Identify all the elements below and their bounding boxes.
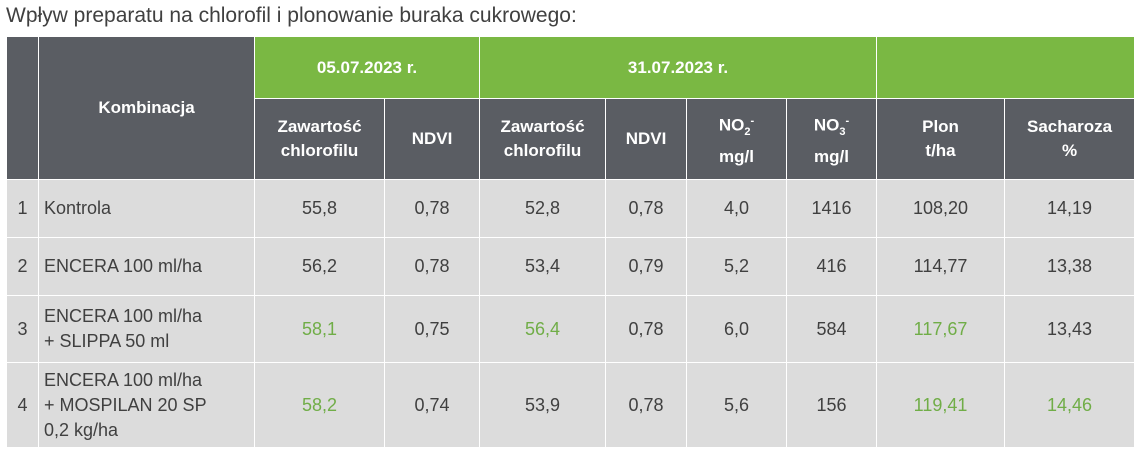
header-yield: Plon t/ha <box>876 98 1006 180</box>
header-no3-sup: - <box>845 115 850 128</box>
header-chlorophyll-line1: Zawartość <box>277 117 362 136</box>
cell-chlorophyll-1: 56,2 <box>254 237 385 296</box>
header-no2-sup: - <box>750 115 755 128</box>
table-row: 2 ENCERA 100 ml/ha 56,2 0,78 53,4 0,79 5… <box>6 237 1136 296</box>
header-yield-line2: t/ha <box>925 141 956 160</box>
header-ndvi-1: NDVI <box>384 98 480 180</box>
row-combination-line: ENCERA 100 ml/ha <box>44 256 203 276</box>
row-combination-line: Kontrola <box>44 198 112 218</box>
results-table: Kombinacja 05.07.2023 r. 31.07.2023 r. Z… <box>6 36 1136 448</box>
header-no2-formula: NO <box>718 116 745 136</box>
cell-sucrose: 13,38 <box>1004 237 1136 296</box>
header-sucrose-line2: % <box>1061 141 1078 160</box>
header-date-2: 31.07.2023 r. <box>478 36 878 99</box>
cell-ndvi-2: 0,78 <box>605 179 687 238</box>
cell-yield: 117,67 <box>876 295 1006 363</box>
cell-no3: 584 <box>785 295 878 363</box>
header-index <box>6 36 39 180</box>
row-combination: Kontrola <box>38 179 255 238</box>
header-no3-formula: NO <box>813 116 840 136</box>
cell-ndvi-2: 0,79 <box>605 237 687 296</box>
row-combination-line: ENCERA 100 ml/ha <box>44 369 203 390</box>
row-index: 3 <box>6 295 39 363</box>
cell-ndvi-1: 0,74 <box>384 362 480 448</box>
header-yield-line1: Plon <box>922 117 959 136</box>
row-combination: ENCERA 100 ml/ha + MOSPILAN 20 SP 0,2 kg… <box>38 362 255 448</box>
cell-yield: 119,41 <box>876 362 1006 448</box>
cell-ndvi-2: 0,78 <box>605 362 687 448</box>
row-combination-line: + MOSPILAN 20 SP <box>44 394 207 415</box>
cell-ndvi-1: 0,78 <box>384 179 480 238</box>
page-title: Wpływ preparatu na chlorofil i plonowani… <box>6 4 577 27</box>
header-chlorophyll-line2: chlorofilu <box>280 141 359 160</box>
cell-yield: 114,77 <box>876 237 1006 296</box>
cell-ndvi-2: 0,78 <box>605 295 687 363</box>
header-blank <box>876 36 1136 99</box>
cell-sucrose: 14,46 <box>1004 362 1136 448</box>
cell-chlorophyll-2: 53,4 <box>479 237 606 296</box>
table-row: 4 ENCERA 100 ml/ha + MOSPILAN 20 SP 0,2 … <box>6 362 1136 448</box>
cell-chlorophyll-1: 58,1 <box>254 295 385 363</box>
header-no3-sub: 3 <box>839 126 846 139</box>
cell-chlorophyll-1: 58,2 <box>254 362 385 448</box>
header-no2-sub: 2 <box>744 126 751 139</box>
cell-yield: 108,20 <box>876 179 1006 238</box>
row-index: 4 <box>6 362 39 448</box>
header-combination: Kombinacja <box>38 36 255 180</box>
cell-ndvi-1: 0,75 <box>384 295 480 363</box>
row-combination: ENCERA 100 ml/ha <box>38 237 255 296</box>
header-date-1: 05.07.2023 r. <box>254 36 480 99</box>
cell-ndvi-1: 0,78 <box>384 237 480 296</box>
cell-no2: 5,2 <box>686 237 787 296</box>
cell-chlorophyll-2: 53,9 <box>479 362 606 448</box>
cell-chlorophyll-1: 55,8 <box>254 179 385 238</box>
row-combination: ENCERA 100 ml/ha + SLIPPA 50 ml <box>38 295 255 363</box>
row-combination-line: 0,2 kg/ha <box>44 419 119 440</box>
row-combination-line: + SLIPPA 50 ml <box>44 331 170 351</box>
header-no3-unit: mg/l <box>814 146 849 166</box>
header-no2: NO2- mg/l <box>686 98 787 180</box>
header-chlorophyll-2: Zawartość chlorofilu <box>479 98 606 180</box>
header-sucrose: Sacharoza % <box>1004 98 1136 180</box>
header-chlorophyll-line1: Zawartość <box>500 117 585 136</box>
cell-chlorophyll-2: 52,8 <box>479 179 606 238</box>
header-chlorophyll-line2: chlorofilu <box>503 141 582 160</box>
cell-sucrose: 14,19 <box>1004 179 1136 238</box>
cell-sucrose: 13,43 <box>1004 295 1136 363</box>
cell-no2: 6,0 <box>686 295 787 363</box>
row-index: 1 <box>6 179 39 238</box>
header-ndvi-2: NDVI <box>605 98 687 180</box>
row-index: 2 <box>6 237 39 296</box>
header-sucrose-line1: Sacharoza <box>1027 117 1113 136</box>
cell-no3: 1416 <box>785 179 878 238</box>
cell-chlorophyll-2: 56,4 <box>479 295 606 363</box>
header-chlorophyll-1: Zawartość chlorofilu <box>254 98 385 180</box>
table-row: 3 ENCERA 100 ml/ha + SLIPPA 50 ml 58,1 0… <box>6 295 1136 363</box>
cell-no2: 4,0 <box>686 179 787 238</box>
cell-no3: 416 <box>785 237 878 296</box>
cell-no3: 156 <box>785 362 878 448</box>
header-no2-unit: mg/l <box>719 146 754 166</box>
row-combination-line: ENCERA 100 ml/ha <box>44 306 203 326</box>
header-no3: NO3- mg/l <box>785 98 878 180</box>
table-row: 1 Kontrola 55,8 0,78 52,8 0,78 4,0 1416 … <box>6 179 1136 238</box>
cell-no2: 5,6 <box>686 362 787 448</box>
